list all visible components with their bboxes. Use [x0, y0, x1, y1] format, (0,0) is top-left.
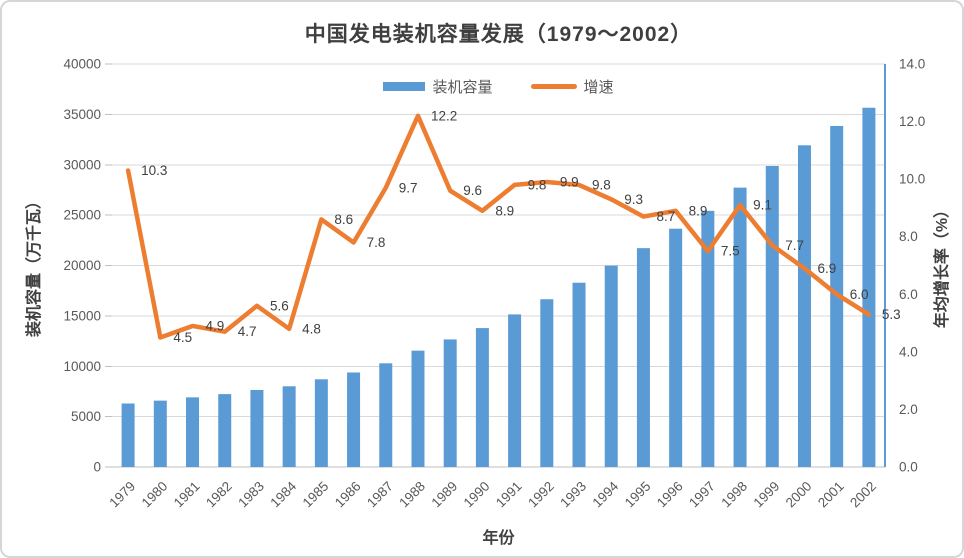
x-axis-tick-label-1987: 1987	[364, 479, 396, 511]
line-data-label: 4.9	[206, 318, 225, 333]
left-axis-tick-label: 0	[93, 460, 101, 475]
right-axis-tick-label: 14.0	[899, 57, 925, 72]
bar-1987	[379, 363, 393, 467]
right-axis-tick-label: 6.0	[899, 287, 918, 302]
line-data-label: 4.5	[173, 330, 192, 345]
line-data-label: 7.7	[785, 238, 804, 253]
line-data-label: 6.0	[850, 287, 869, 302]
legend: 装机容量 增速	[112, 76, 885, 96]
x-axis-tick-label-1989: 1989	[428, 479, 460, 511]
line-data-label: 9.9	[560, 175, 579, 190]
x-axis-tick-label-1994: 1994	[589, 478, 621, 510]
line-data-label: 9.1	[753, 198, 772, 213]
bar-1988	[411, 350, 425, 467]
line-data-label: 6.9	[817, 261, 836, 276]
x-axis-tick-label-1983: 1983	[235, 479, 267, 511]
left-axis-tick-label: 10000	[63, 359, 101, 374]
line-data-label: 5.3	[882, 307, 901, 322]
bar-1995	[636, 248, 650, 467]
line-data-label: 12.2	[431, 108, 457, 123]
legend-item-capacity: 装机容量	[383, 76, 493, 97]
legend-item-growth: 增速	[530, 76, 614, 97]
bar-1986	[347, 372, 361, 467]
x-axis-tick-label-1990: 1990	[461, 479, 493, 511]
x-axis-tick-label-2001: 2001	[815, 479, 847, 511]
x-axis-tick-label-1986: 1986	[332, 479, 364, 511]
x-axis-tick-label-1982: 1982	[203, 479, 235, 511]
bar-1993	[572, 282, 586, 467]
left-axis-tick-label: 30000	[63, 157, 101, 172]
bar-1984	[282, 386, 296, 467]
line-data-label: 7.8	[367, 235, 386, 250]
bar-1994	[604, 265, 618, 467]
x-axis-tick-label-2000: 2000	[783, 479, 815, 511]
bar-1990	[475, 328, 489, 467]
line-data-label: 9.6	[463, 183, 482, 198]
right-axis-tick-label: 12.0	[899, 114, 925, 129]
line-data-label: 8.6	[334, 212, 353, 227]
x-axis-tick-label-1995: 1995	[622, 479, 654, 511]
x-axis-tick-label-1997: 1997	[686, 479, 718, 511]
line-data-label: 4.8	[302, 321, 321, 336]
bar-1998	[733, 187, 747, 468]
right-axis-tick-label: 8.0	[899, 229, 918, 244]
left-axis-tick-label: 25000	[63, 208, 101, 223]
bar-1996	[669, 228, 683, 467]
bar-1980	[153, 400, 167, 467]
x-axis-tick-label-1981: 1981	[171, 479, 203, 511]
x-axis-tick-label-1996: 1996	[654, 479, 686, 511]
right-axis-tick-label: 4.0	[899, 344, 918, 359]
line-data-label: 5.6	[270, 298, 289, 313]
left-axis-tick-label: 15000	[63, 308, 101, 323]
x-axis-tick-label-1979: 1979	[106, 479, 138, 511]
left-axis-tick-label: 5000	[71, 409, 101, 424]
line-series-swatch-icon	[530, 83, 577, 89]
bar-1982	[218, 394, 232, 467]
left-axis-tick-label: 20000	[63, 258, 101, 273]
right-axis-tick-label: 10.0	[899, 172, 925, 187]
bar-1997	[701, 210, 715, 467]
bar-1983	[250, 389, 264, 467]
x-axis-tick-label-1991: 1991	[493, 479, 525, 511]
bar-1985	[314, 379, 328, 467]
line-data-label: 8.9	[689, 203, 708, 218]
x-axis-tick-label-1992: 1992	[525, 479, 557, 511]
line-data-label: 9.3	[624, 192, 643, 207]
bar-2002	[862, 107, 876, 467]
x-axis-tick-label-2002: 2002	[847, 479, 879, 511]
x-axis-tick-label-1998: 1998	[718, 479, 750, 511]
bar-1989	[443, 339, 457, 467]
x-axis-tick-label-1980: 1980	[139, 479, 171, 511]
legend-label-growth: 增速	[583, 78, 614, 96]
line-data-label: 9.8	[592, 177, 611, 192]
x-axis-tick-label-1988: 1988	[396, 479, 428, 511]
chart-title: 中国发电装机容量发展（1979～2002）	[304, 23, 693, 46]
bar-1981	[186, 397, 200, 467]
right-axis-tick-label: 2.0	[899, 402, 918, 417]
x-axis-tick-label-1984: 1984	[267, 478, 299, 510]
line-data-label: 8.7	[656, 209, 675, 224]
line-data-label: 4.7	[238, 324, 257, 339]
x-axis-tick-label-1993: 1993	[557, 479, 589, 511]
bar-series-swatch-icon	[383, 81, 426, 91]
x-axis-tick-label-1999: 1999	[751, 479, 783, 511]
x-axis-title: 年份	[482, 530, 515, 547]
left-axis-tick-label: 35000	[63, 107, 101, 122]
line-data-label: 9.8	[528, 177, 547, 192]
legend-label-capacity: 装机容量	[432, 78, 493, 96]
line-data-label: 9.7	[399, 180, 418, 195]
bar-2000	[797, 145, 811, 467]
line-data-label: 10.3	[141, 163, 167, 178]
line-data-label: 8.9	[495, 203, 514, 218]
bar-1979	[121, 403, 135, 467]
bar-1992	[540, 299, 554, 467]
right-axis-tick-label: 0.0	[899, 460, 918, 475]
x-axis-tick-label-1985: 1985	[300, 479, 332, 511]
bar-1991	[508, 314, 522, 467]
left-axis-tick-label: 40000	[63, 57, 101, 72]
line-data-label: 7.5	[721, 244, 740, 259]
growth-line	[125, 113, 872, 340]
